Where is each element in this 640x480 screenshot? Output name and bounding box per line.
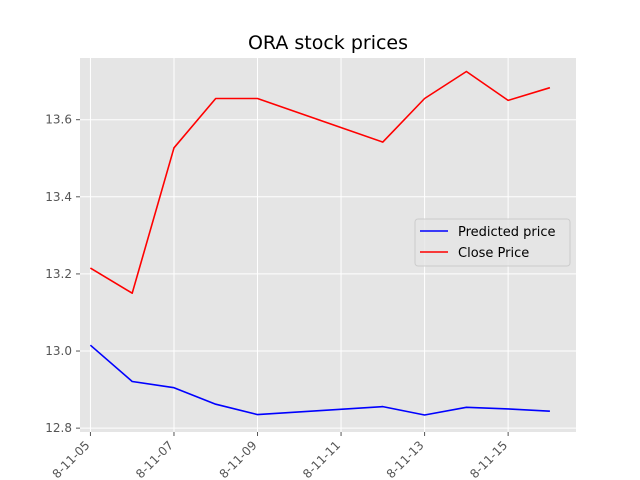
- y-tick-label: 13.0: [45, 344, 72, 358]
- x-tick-label: 8-11-09: [217, 438, 260, 480]
- x-tick-label: 8-11-11: [300, 438, 343, 480]
- x-tick-label: 8-11-15: [467, 438, 510, 480]
- legend-box: [414, 218, 571, 267]
- y-tick-label: 13.4: [45, 190, 72, 204]
- x-tick-label: 8-11-05: [50, 438, 93, 480]
- chart-title: ORA stock prices: [248, 32, 408, 54]
- series-group: [89, 70, 551, 416]
- legend-label-predicted-price: Predicted price: [458, 225, 556, 240]
- legend: Predicted price Close Price: [414, 218, 571, 267]
- legend-label-close-price: Close Price: [458, 246, 529, 261]
- close-price-line: [89, 70, 551, 295]
- predicted-price-line: [89, 344, 550, 416]
- y-tick-label: 12.8: [45, 421, 72, 435]
- x-tick-label: 8-11-13: [384, 438, 427, 480]
- y-tick-label: 13.2: [45, 267, 72, 281]
- y-tick-label: 13.6: [45, 113, 72, 127]
- x-tick-label: 8-11-07: [133, 438, 176, 480]
